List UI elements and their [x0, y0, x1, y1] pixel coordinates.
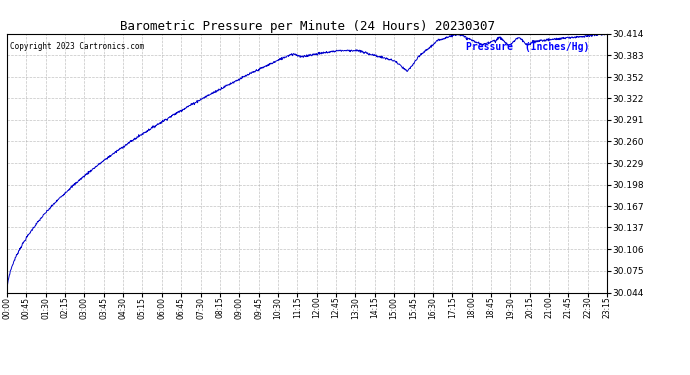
Title: Barometric Pressure per Minute (24 Hours) 20230307: Barometric Pressure per Minute (24 Hours…: [119, 20, 495, 33]
Text: Pressure  (Inches/Hg): Pressure (Inches/Hg): [466, 42, 589, 51]
Text: Copyright 2023 Cartronics.com: Copyright 2023 Cartronics.com: [10, 42, 144, 51]
